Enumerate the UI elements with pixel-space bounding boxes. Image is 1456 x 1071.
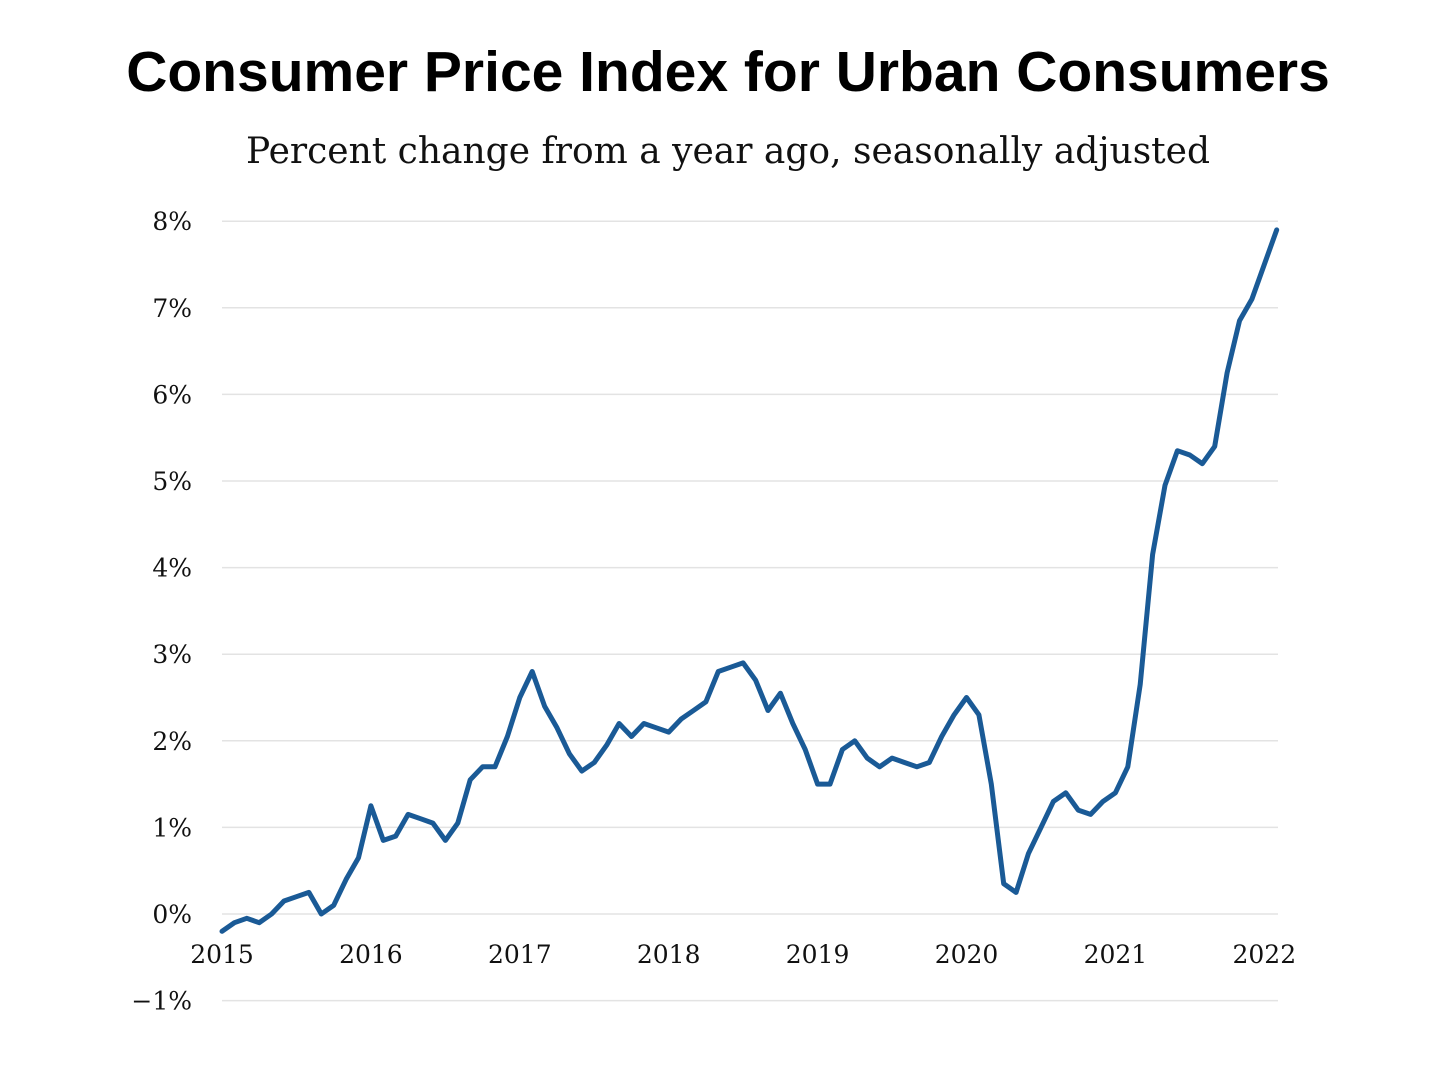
y-tick-label: −1% [131, 987, 192, 1016]
y-tick-label: 7% [152, 294, 192, 323]
y-axis-ticks: 8% 7% 6% 5% 4% 3% 2% 1% 0% −1% [131, 207, 192, 1015]
y-tick-label: 3% [152, 640, 192, 669]
y-tick-label: 0% [152, 900, 192, 929]
x-axis-ticks: 2015 2016 2017 2018 2019 2020 2021 2022 [190, 940, 1296, 969]
chart-subtitle: Percent change from a year ago, seasonal… [246, 131, 1210, 172]
x-tick-label: 2020 [935, 940, 999, 969]
y-tick-label: 6% [152, 380, 192, 409]
cpi-series-line [219, 227, 1280, 934]
y-tick-label: 4% [152, 554, 192, 583]
chart-title: Consumer Price Index for Urban Consumers [126, 40, 1330, 104]
y-tick-label: 8% [152, 207, 192, 236]
x-tick-label: 2017 [488, 940, 552, 969]
y-tick-label: 2% [152, 727, 192, 756]
gridlines [222, 220, 1278, 1002]
x-tick-label: 2016 [339, 940, 403, 969]
x-tick-label: 2019 [786, 940, 850, 969]
y-tick-label: 5% [152, 467, 192, 496]
x-tick-label: 2018 [637, 940, 701, 969]
y-tick-label: 1% [152, 813, 192, 842]
x-tick-label: 2022 [1232, 940, 1296, 969]
series-lines [219, 227, 1280, 934]
x-tick-label: 2021 [1084, 940, 1148, 969]
x-tick-label: 2015 [190, 940, 254, 969]
